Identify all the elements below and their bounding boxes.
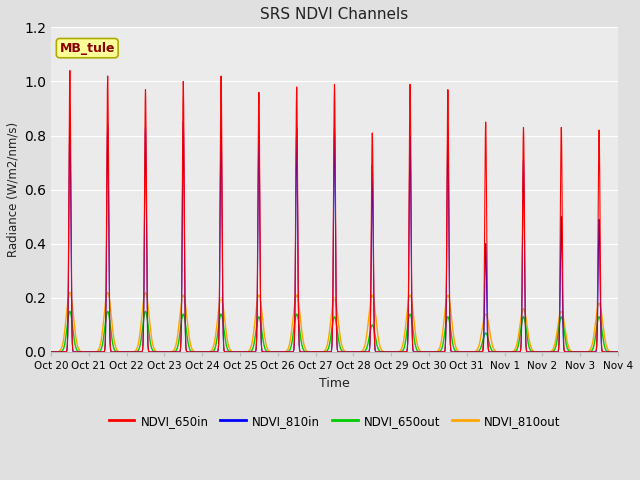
Y-axis label: Radiance (W/m2/nm/s): Radiance (W/m2/nm/s): [7, 122, 20, 257]
Legend: NDVI_650in, NDVI_810in, NDVI_650out, NDVI_810out: NDVI_650in, NDVI_810in, NDVI_650out, NDV…: [104, 410, 565, 432]
Title: SRS NDVI Channels: SRS NDVI Channels: [260, 7, 408, 22]
X-axis label: Time: Time: [319, 376, 350, 390]
Text: MB_tule: MB_tule: [60, 42, 115, 55]
